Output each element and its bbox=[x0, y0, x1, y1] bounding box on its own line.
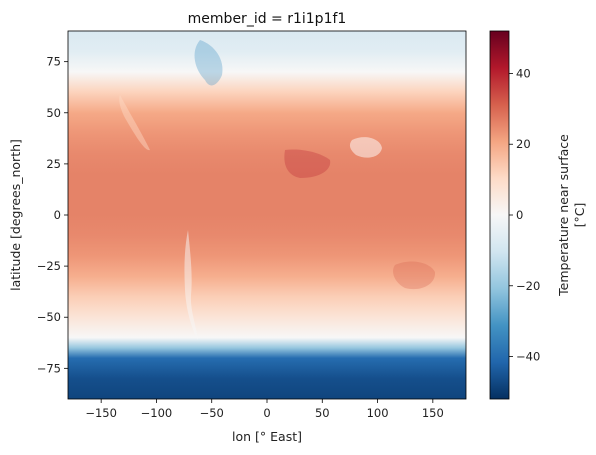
x-tick-label: 150 bbox=[422, 406, 444, 420]
x-tick-label: 50 bbox=[315, 406, 330, 420]
na-rockies-feature bbox=[119, 95, 150, 151]
colorbar-tick-label: 40 bbox=[516, 66, 531, 80]
colorbar: −40 −20 0 20 40 Temperature near surface [°C… bbox=[489, 30, 587, 400]
x-tick-label: −150 bbox=[85, 406, 117, 420]
y-tick-label: 50 bbox=[46, 106, 61, 120]
greenland-feature bbox=[194, 40, 223, 86]
plot-area bbox=[67, 30, 467, 400]
temperature-field bbox=[68, 31, 466, 399]
x-tick-label: −50 bbox=[200, 406, 224, 420]
land-features bbox=[119, 40, 436, 340]
y-axis: −75 −50 −25 0 25 50 75 bbox=[37, 55, 68, 375]
colorbar-tick-label: 0 bbox=[516, 208, 523, 222]
x-axis-label: lon [° East] bbox=[232, 429, 302, 444]
tibet-feature bbox=[349, 137, 382, 158]
x-tick-label: −100 bbox=[141, 406, 173, 420]
x-axis: −150 −100 −50 0 50 100 150 bbox=[85, 399, 444, 420]
y-tick-label: −25 bbox=[37, 259, 61, 273]
colorbar-ticks: −40 −20 0 20 40 bbox=[509, 66, 540, 364]
colorbar-label-line2: [°C] bbox=[572, 203, 587, 228]
x-tick-label: 100 bbox=[367, 406, 389, 420]
sahara-feature bbox=[284, 149, 331, 178]
y-tick-label: −50 bbox=[37, 310, 61, 324]
y-tick-label: 25 bbox=[46, 157, 61, 171]
y-tick-label: −75 bbox=[37, 361, 61, 375]
australia-feature bbox=[393, 261, 436, 290]
chart-title: member_id = r1i1p1f1 bbox=[188, 11, 347, 27]
andes-feature bbox=[184, 230, 198, 340]
colorbar-tick-label: −40 bbox=[516, 350, 540, 364]
colorbar-tick-label: 20 bbox=[516, 137, 531, 151]
y-tick-label: 0 bbox=[54, 208, 61, 222]
y-tick-label: 75 bbox=[46, 55, 61, 69]
x-tick-label: 0 bbox=[263, 406, 270, 420]
colorbar-gradient bbox=[490, 31, 509, 399]
colorbar-tick-label: −20 bbox=[516, 279, 540, 293]
y-axis-label: latitude [degrees_north] bbox=[8, 139, 23, 291]
colorbar-label-line1: Temperature near surface bbox=[556, 134, 571, 297]
